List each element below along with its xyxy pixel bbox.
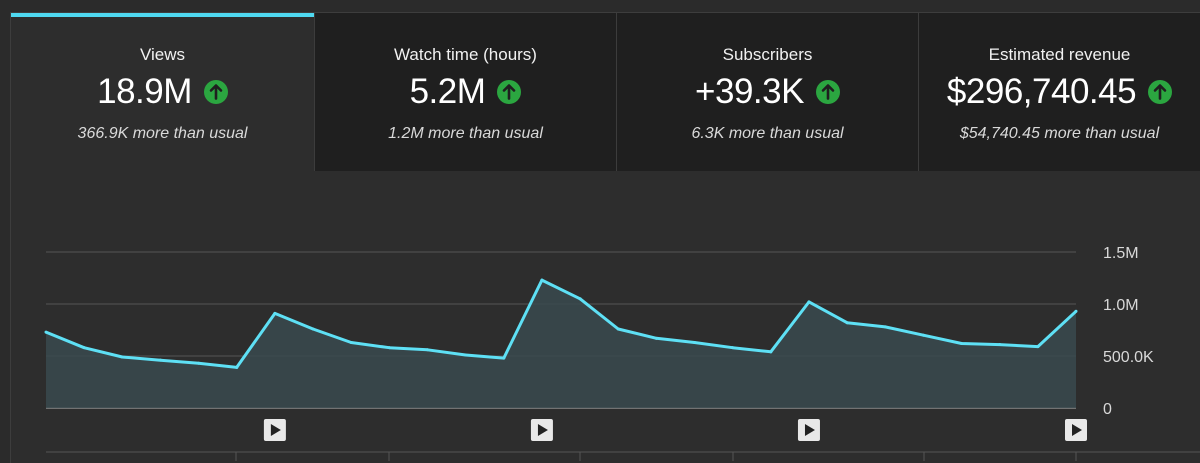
- tab-note: 366.9K more than usual: [77, 125, 248, 142]
- play-icon: [1072, 424, 1082, 436]
- tab-value-row: 18.9M: [11, 71, 314, 113]
- tab-views[interactable]: Views 18.9M 366.9K more than usual: [11, 13, 315, 171]
- arrow-up-circle-icon: [497, 80, 522, 104]
- tab-note: 1.2M more than usual: [388, 125, 543, 142]
- play-icon: [537, 424, 548, 436]
- tab-value: 5.2M: [409, 72, 486, 111]
- tab-estimated-revenue[interactable]: Estimated revenue $296,740.45 $54,740.45…: [919, 13, 1200, 171]
- tab-value-row: 5.2M: [315, 71, 616, 113]
- arrow-up-circle-icon: [815, 80, 840, 104]
- analytics-card: Views 18.9M 366.9K more than usual Watch…: [10, 12, 1200, 463]
- tab-note: 6.3K more than usual: [691, 125, 844, 142]
- metric-tabs: Views 18.9M 366.9K more than usual Watch…: [11, 13, 1200, 171]
- tab-value: $296,740.45: [946, 72, 1137, 111]
- play-icon: [804, 424, 815, 436]
- tab-label: Estimated revenue: [988, 45, 1131, 64]
- play-marker-button[interactable]: [797, 419, 820, 441]
- tab-value: 18.9M: [97, 72, 192, 111]
- tab-note: $54,740.45 more than usual: [959, 125, 1160, 142]
- tab-label: Subscribers: [722, 45, 813, 64]
- tab-watch-time[interactable]: Watch time (hours) 5.2M 1.2M more than u…: [315, 13, 617, 171]
- play-marker-button[interactable]: [1065, 419, 1087, 441]
- play-marker-button[interactable]: [530, 419, 553, 441]
- tab-value: +39.3K: [695, 72, 804, 111]
- tab-label: Views: [139, 45, 186, 64]
- play-marker-button[interactable]: [263, 419, 286, 441]
- arrow-up-circle-icon: [203, 80, 228, 104]
- tab-value-row: $296,740.45: [919, 71, 1200, 113]
- play-icon: [270, 424, 281, 436]
- tab-subscribers[interactable]: Subscribers +39.3K 6.3K more than usual: [617, 13, 919, 171]
- tab-label: Watch time (hours): [394, 45, 537, 64]
- arrow-up-circle-icon: [1148, 80, 1173, 104]
- tab-value-row: +39.3K: [617, 71, 918, 113]
